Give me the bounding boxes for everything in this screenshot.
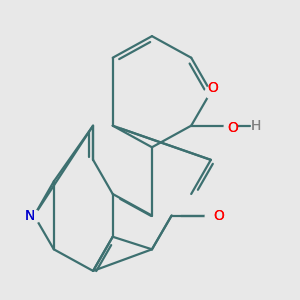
Text: O: O bbox=[207, 81, 218, 95]
Text: N: N bbox=[25, 208, 35, 223]
Text: O: O bbox=[227, 121, 238, 135]
Text: O: O bbox=[227, 121, 238, 135]
Text: H: H bbox=[251, 119, 261, 133]
Text: O: O bbox=[213, 208, 224, 223]
Text: O: O bbox=[213, 208, 224, 223]
Text: H: H bbox=[251, 119, 261, 133]
Text: N: N bbox=[25, 208, 35, 223]
Text: O: O bbox=[207, 81, 218, 95]
